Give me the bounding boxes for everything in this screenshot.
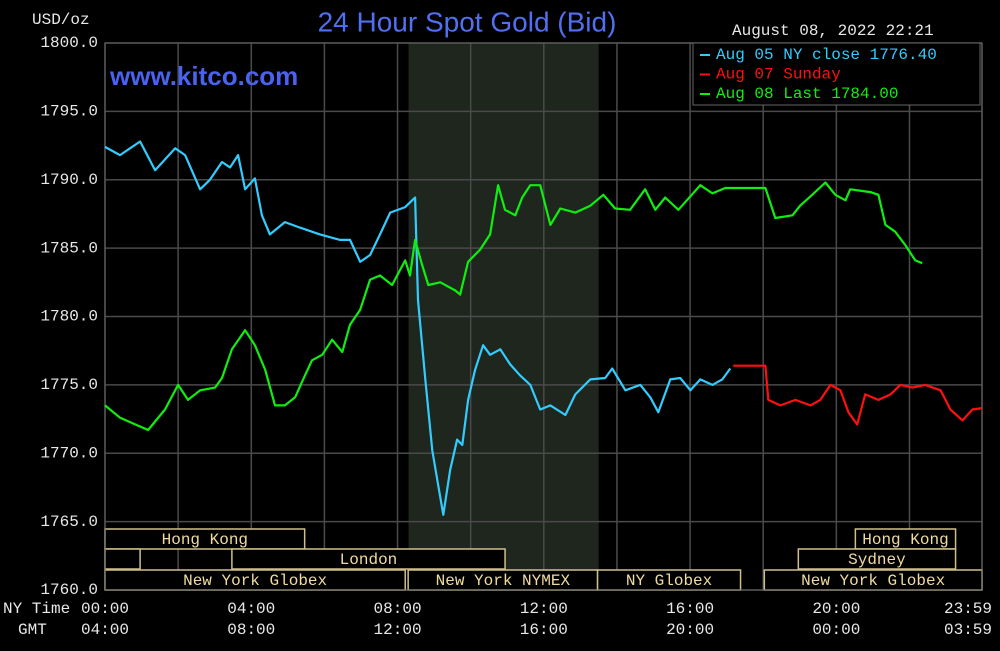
session-label: Hong Kong [162, 531, 248, 549]
price-line [104, 140, 732, 516]
y-tick-label: 1790.0 [40, 171, 98, 189]
x2-tick-label: 04:00 [81, 621, 129, 639]
y-tick-label: 1770.0 [40, 444, 98, 462]
x2-tick-label: 00:00 [812, 621, 860, 639]
session-box [797, 548, 957, 570]
x-tick-label: 16:00 [666, 600, 714, 618]
y-tick-label: 1800.0 [40, 34, 98, 52]
timestamp: August 08, 2022 22:21 [732, 22, 934, 40]
session-label: Sydney [848, 551, 906, 569]
x2-tick-label: 03:59 [944, 621, 992, 639]
x-tick-label: 20:00 [812, 600, 860, 618]
session-box [104, 548, 141, 570]
x2-row-label: GMT [18, 621, 47, 639]
y-unit-label: USD/oz [32, 11, 90, 29]
price-line [104, 181, 923, 432]
x2-tick-label: 12:00 [374, 621, 422, 639]
legend-box [692, 42, 981, 106]
session-label: Hong Kong [862, 531, 948, 549]
y-tick-label: 1780.0 [40, 308, 98, 326]
x-tick-label: 08:00 [374, 600, 422, 618]
x2-tick-label: 16:00 [520, 621, 568, 639]
chart-title: 24 Hour Spot Gold (Bid) [318, 6, 617, 37]
session-label: London [340, 551, 398, 569]
y-tick-label: 1795.0 [40, 103, 98, 121]
y-tick-label: 1785.0 [40, 239, 98, 257]
legend-entry: Aug 07 Sunday [716, 66, 841, 84]
legend-entry: Aug 05 NY close 1776.40 [716, 46, 937, 64]
x2-tick-label: 20:00 [666, 621, 714, 639]
y-tick-label: 1760.0 [40, 581, 98, 599]
x2-tick-label: 08:00 [227, 621, 275, 639]
x-tick-label: 00:00 [81, 600, 129, 618]
plot-frame [104, 42, 983, 591]
session-label: NY Globex [626, 572, 712, 590]
session-label: New York Globex [801, 572, 945, 590]
legend-entry: Aug 08 Last 1784.00 [716, 85, 898, 103]
price-line [733, 364, 983, 426]
x-row-label: NY Time [3, 600, 70, 618]
y-tick-label: 1775.0 [40, 376, 98, 394]
y-tick-label: 1765.0 [40, 513, 98, 531]
session-label: New York NYMEX [436, 572, 571, 590]
session-box [231, 548, 506, 570]
x-tick-label: 23:59 [944, 600, 992, 618]
session-label: New York Globex [183, 572, 327, 590]
x-tick-label: 12:00 [520, 600, 568, 618]
watermark: www.kitco.com [109, 61, 298, 91]
x-tick-label: 04:00 [227, 600, 275, 618]
